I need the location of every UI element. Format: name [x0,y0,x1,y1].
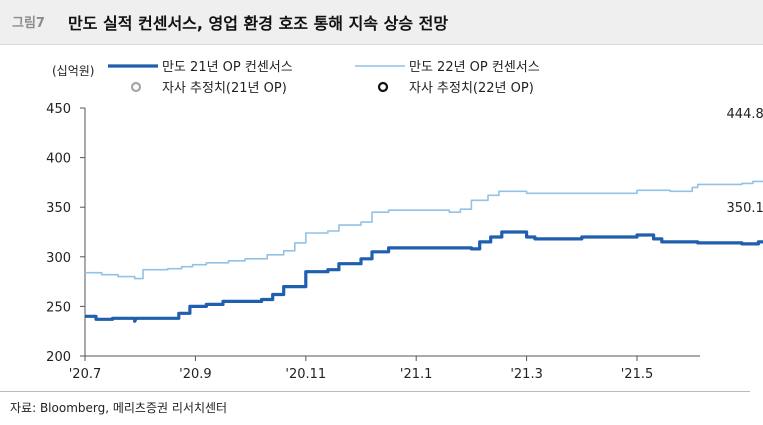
legend-swatch-est21 [130,81,142,93]
bottom-divider [0,391,750,392]
x-tick-label: '20.7 [69,367,102,382]
y-tick-label: 250 [46,300,71,315]
title-bar: 그림7 만도 실적 컨센서스, 영업 환경 호조 통해 지속 상승 전망 [0,0,763,45]
y-tick-label: 350 [46,201,71,216]
figure-number: 그림7 [12,16,45,31]
legend-swatch-est22 [377,81,389,93]
y-axis-unit-label: (십억원) [52,64,95,78]
y-tick-label: 450 [46,102,71,117]
legend-label: 자사 추정치(22년 OP) [409,81,534,96]
series-line-op22 [85,180,763,280]
chart-title: 만도 실적 컨센서스, 영업 환경 호조 통해 지속 상승 전망 [68,14,449,33]
y-tick-label: 300 [46,251,71,266]
x-tick-label: '20.11 [285,367,326,382]
legend-label: 자사 추정치(21년 OP) [162,81,287,96]
y-tick-label: 200 [46,350,71,365]
legend-label: 만도 22년 OP 컨센서스 [409,60,540,75]
line-chart: 200 250 300 350 400 450 '20.7 '20.9 '20.11 '21.1 '… [46,60,763,382]
source-note: 자료: Bloomberg, 메리츠증권 리서치센터 [10,401,228,415]
x-tick-label: '21.3 [510,367,543,382]
estimate-label-est22: 444.8 [727,107,763,122]
estimate-label-est21: 350.1 [727,201,763,216]
legend-label: 만도 21년 OP 컨센서스 [162,60,293,75]
x-tick-label: '21.5 [621,367,654,382]
y-tick-label: 400 [46,152,71,167]
series-line-op21 [85,230,763,323]
x-tick-label: '21.1 [400,367,433,382]
x-tick-label: '20.9 [179,367,212,382]
